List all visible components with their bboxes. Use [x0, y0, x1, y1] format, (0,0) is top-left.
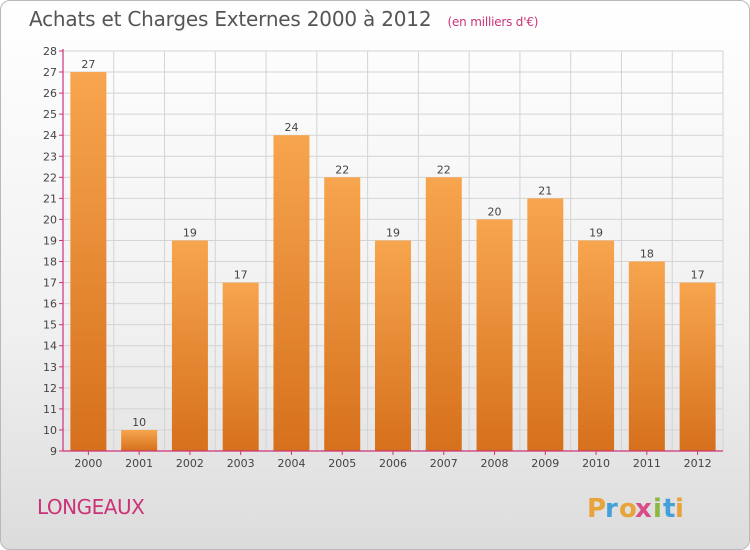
bar-value-label: 21	[538, 184, 552, 197]
bar-value-label: 19	[589, 226, 603, 239]
y-tick-label: 19	[43, 234, 57, 247]
chart-subtitle: (en milliers d'€)	[447, 15, 539, 29]
bar-value-label: 17	[234, 269, 248, 282]
y-tick-label: 13	[43, 361, 57, 374]
logo-letter: P	[587, 494, 606, 524]
x-tick-label: 2005	[328, 457, 356, 470]
x-tick-label: 2011	[633, 457, 661, 470]
y-tick-label: 27	[43, 66, 57, 79]
y-tick-label: 11	[43, 403, 57, 416]
bar-2000	[70, 72, 107, 451]
bar-2012	[679, 282, 716, 451]
x-tick-label: 2012	[684, 457, 712, 470]
bar-value-label: 20	[488, 205, 502, 218]
axes: 9 10 11 12 13 14 15 16 17 18 19 20 21 22 23 24 25 26 27 28 2…	[43, 45, 723, 470]
bar-value-label: 19	[183, 226, 197, 239]
y-tick-label: 10	[43, 424, 57, 437]
x-tick-label: 2000	[74, 457, 102, 470]
y-tick-label: 15	[43, 319, 57, 332]
x-tick-label: 2003	[227, 457, 255, 470]
bar-2005	[324, 177, 361, 451]
y-tick-label: 23	[43, 150, 57, 163]
bar-2010	[578, 240, 615, 451]
logo-letter: i	[675, 494, 684, 524]
bar-value-label: 22	[335, 163, 349, 176]
commune-name: LONGEAUX	[37, 495, 145, 519]
x-tick-label: 2008	[481, 457, 509, 470]
x-tick-label: 2007	[430, 457, 458, 470]
x-tick-label: 2004	[277, 457, 305, 470]
y-tick-label: 17	[43, 277, 57, 290]
bar-value-label: 19	[386, 226, 400, 239]
bar-2003	[222, 282, 259, 451]
logo-letter: o	[619, 494, 637, 524]
logo-letter: r	[605, 494, 618, 524]
logo-letter: i	[653, 494, 662, 524]
x-tick-label: 2002	[176, 457, 204, 470]
y-tick-label: 22	[43, 171, 57, 184]
bar-value-label: 27	[81, 58, 95, 71]
proxiti-logo: Pr ox i t i	[587, 494, 684, 524]
y-tick-label: 14	[43, 340, 57, 353]
x-tick-label: 2001	[125, 457, 153, 470]
y-tick-label: 26	[43, 87, 57, 100]
bar-2002	[171, 240, 208, 451]
bar-2007	[425, 177, 462, 451]
bars: 27 10 19 17 24 22 19 22 20 21 19 18 17	[70, 58, 716, 452]
x-tick-label: 2010	[582, 457, 610, 470]
logo-letter: t	[663, 494, 675, 524]
bar-value-label: 17	[691, 269, 705, 282]
y-tick-label: 12	[43, 382, 57, 395]
logo-letter: x	[635, 494, 652, 524]
bar-value-label: 22	[437, 163, 451, 176]
chart-title: Achats et Charges Externes 2000 à 2012	[29, 7, 432, 31]
bar-2004	[273, 135, 310, 452]
bar-2008	[476, 219, 513, 451]
y-tick-label: 16	[43, 298, 57, 311]
bar-2006	[375, 240, 411, 451]
bar-2001	[121, 429, 158, 451]
y-tick-label: 9	[50, 445, 57, 458]
x-tick-label: 2009	[531, 457, 559, 470]
y-tick-label: 21	[43, 192, 57, 205]
y-tick-label: 20	[43, 213, 57, 226]
bar-value-label: 24	[284, 121, 298, 134]
y-tick-label: 28	[43, 45, 57, 58]
y-tick-label: 25	[43, 108, 57, 121]
y-tick-label: 18	[43, 256, 57, 269]
bar-value-label: 10	[132, 416, 146, 429]
bar-2011	[628, 261, 665, 451]
bar-2009	[527, 198, 564, 451]
bar-value-label: 18	[640, 248, 654, 261]
chart-title-block: Achats et Charges Externes 2000 à 2012 (…	[29, 7, 538, 31]
y-tick-label: 24	[43, 129, 57, 142]
x-tick-label: 2006	[379, 457, 407, 470]
